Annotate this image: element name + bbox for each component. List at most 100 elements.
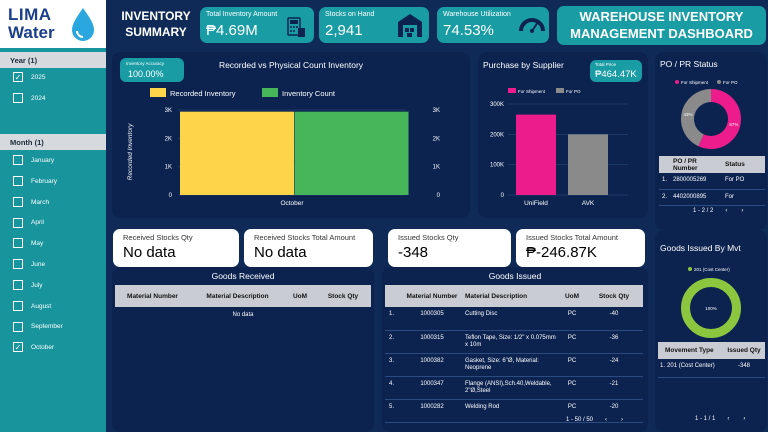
card-label: Received Stocks Total Amount xyxy=(254,233,356,242)
table-row[interactable]: 1. 1000305 Cutting Disc PC -40 xyxy=(385,307,643,331)
received-amount-card: Received Stocks Total Amount No data xyxy=(244,229,373,267)
col-stock-qty[interactable]: Stock Qty xyxy=(585,285,643,307)
filter-option[interactable]: August xyxy=(13,300,51,313)
table-row[interactable]: 3. 1000382 Gasket, Size: 6"Ø, Material: Ne… xyxy=(385,353,643,377)
goods-received-title: Goods Received xyxy=(211,271,275,281)
table-row[interactable]: 2. 4402000895 For xyxy=(659,189,765,206)
col-material-description[interactable]: Material Description xyxy=(190,285,285,307)
col-material-number[interactable]: Material Number xyxy=(403,285,461,307)
chart-title: Goods Issued By Mvt xyxy=(660,243,741,253)
checkbox-icon[interactable] xyxy=(13,196,23,207)
col-issued-qty[interactable]: Issued Qty xyxy=(723,342,765,359)
filter-option[interactable]: February xyxy=(13,176,57,188)
table-row[interactable]: 1. 201 (Cost Center) -348 xyxy=(658,359,765,378)
goods-issued-title: Goods Issued xyxy=(488,271,542,281)
col-uom[interactable]: UoM xyxy=(559,285,585,307)
col-uom[interactable]: UoM xyxy=(285,285,315,307)
table-cell: -36 xyxy=(585,330,643,354)
card-label: Issued Stocks Qty xyxy=(398,233,459,242)
legend-swatch xyxy=(556,88,564,93)
table-cell: 1. xyxy=(658,359,666,378)
y-tick-label: 1K xyxy=(165,165,172,171)
checkbox-icon[interactable] xyxy=(13,238,23,249)
purchase-by-supplier-chart: Purchase by Supplier For Shipment For PO 0 1… xyxy=(483,60,628,207)
col-po-number[interactable]: PO / PR Number xyxy=(671,156,719,173)
checked-checkbox-icon[interactable]: ✓ xyxy=(13,342,23,353)
table-cell: 4. xyxy=(385,376,403,400)
next-page-icon[interactable]: › xyxy=(743,416,746,422)
table-row[interactable]: 4. 1000347 Flange (ANSI),Sch.40,Weldable, … xyxy=(385,376,643,400)
water-drop-icon xyxy=(72,8,94,41)
filter-option[interactable]: March xyxy=(13,196,49,209)
checkbox-icon[interactable] xyxy=(13,217,23,228)
month-filter-header[interactable]: Month (1) xyxy=(0,134,106,150)
table-cell: 201 (Cost Center) xyxy=(665,359,724,378)
mvt-table: Movement Type Issued Qty 1. 201 (Cost Cent… xyxy=(658,342,765,378)
filter-option[interactable]: ✓ 2025 xyxy=(13,72,45,84)
card-label: Received Stocks Qty xyxy=(123,233,193,242)
checked-checkbox-icon[interactable]: ✓ xyxy=(13,72,23,83)
kpi-label: Total Inventory Amount xyxy=(206,11,278,18)
col-status[interactable]: Status xyxy=(719,156,765,173)
next-page-icon[interactable]: › xyxy=(621,417,624,423)
legend-swatch xyxy=(262,88,278,97)
table-cell: 4402000895 xyxy=(671,189,719,206)
table-cell: For PO xyxy=(719,173,765,190)
prev-page-icon[interactable]: ‹ xyxy=(727,416,730,422)
col-material-description[interactable]: Material Description xyxy=(461,285,559,307)
legend-label: 201 (Cost Center) xyxy=(694,267,730,272)
filter-option[interactable]: 2024 xyxy=(13,93,45,105)
prev-page-icon[interactable]: ‹ xyxy=(725,208,728,214)
table-cell: For xyxy=(719,189,765,206)
table-cell: -21 xyxy=(585,376,643,400)
y-tick-label: 100K xyxy=(490,163,504,169)
kpi-value: 74.53% xyxy=(443,22,494,39)
checkbox-icon[interactable] xyxy=(13,259,23,270)
filter-option[interactable]: September xyxy=(13,321,63,333)
table-row[interactable]: 1. 2800005269 For PO xyxy=(659,173,765,190)
checkbox-icon[interactable] xyxy=(13,93,23,104)
col-movement-type[interactable]: Movement Type xyxy=(665,342,724,359)
col-material-number[interactable]: Material Number xyxy=(115,285,190,307)
card-value: No data xyxy=(254,244,307,261)
year-filter-label: Year (1) xyxy=(10,56,38,65)
filter-option[interactable]: May xyxy=(13,238,43,250)
col-stock-qty[interactable]: Stock Qty xyxy=(315,285,371,307)
y-tick-label: 0 xyxy=(169,193,173,199)
table-cell: 1. xyxy=(385,307,403,331)
checkbox-icon[interactable] xyxy=(13,300,23,311)
summary-title: INVENTORY SUMMARY xyxy=(121,9,191,39)
recorded-vs-physical-panel: Inventory Accuracy 100.00% Recorded vs P… xyxy=(112,52,470,218)
purchase-by-supplier-panel: Total Price ₱464.47K Purchase by Supplie… xyxy=(478,52,648,218)
filter-option[interactable]: April xyxy=(13,217,44,229)
year-filter-header[interactable]: Year (1) xyxy=(0,52,106,68)
y-tick-label: 0 xyxy=(501,193,505,199)
dashboard-title: WAREHOUSE INVENTORY MANAGEMENT DASHBOARD xyxy=(570,9,753,41)
legend-label: Recorded Inventory xyxy=(170,89,236,98)
table-row[interactable]: 5. 1000282 Welding Rod PC -20 xyxy=(385,399,643,423)
filter-option[interactable]: January xyxy=(13,155,54,167)
table-row[interactable]: 2. 1000315 Teflon Tape, Size: 1/2" x 0.075… xyxy=(385,330,643,354)
checkbox-icon[interactable] xyxy=(13,155,23,166)
filter-option[interactable]: June xyxy=(13,259,45,271)
next-page-icon[interactable]: › xyxy=(741,208,744,214)
y2-tick-label: 3K xyxy=(433,108,440,114)
mvt-pager-text: 1 - 1 / 1 xyxy=(695,416,716,422)
goods-received-panel: Goods Received Material Number Material … xyxy=(112,267,374,432)
filter-option[interactable]: ✓ October xyxy=(13,342,54,354)
checkbox-icon[interactable] xyxy=(13,176,23,187)
prev-page-icon[interactable]: ‹ xyxy=(605,417,608,423)
legend-swatch xyxy=(675,80,679,84)
kpi-label: Total Price xyxy=(595,62,617,67)
y-tick-label: 300K xyxy=(490,102,504,108)
table-cell: 1000347 xyxy=(403,376,461,400)
filter-option[interactable]: July xyxy=(13,280,43,292)
filter-option-label: July xyxy=(31,281,43,289)
table-cell: PC xyxy=(559,307,585,331)
checkbox-icon[interactable] xyxy=(13,321,23,332)
mvt-pager: 1 - 1 / 1 ‹ › xyxy=(695,416,745,422)
legend-swatch xyxy=(150,88,166,97)
checkbox-icon[interactable] xyxy=(13,280,23,291)
table-cell: PC xyxy=(559,330,585,354)
logo: LIMA Water xyxy=(0,0,106,48)
